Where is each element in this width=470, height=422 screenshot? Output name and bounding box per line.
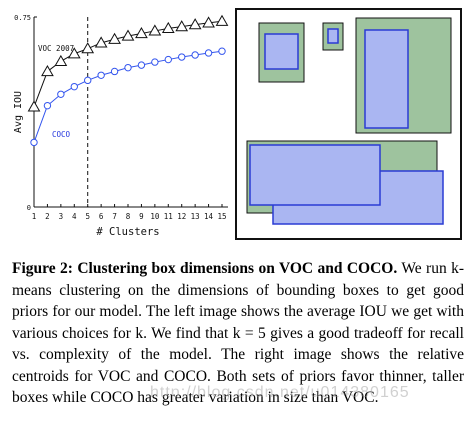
y-tick-label: 0.75: [14, 14, 31, 22]
y-tick-label: 0: [27, 204, 31, 212]
figure-label: Figure 2:: [12, 260, 73, 277]
data-point: [27, 100, 41, 112]
data-point: [108, 32, 121, 44]
data-point: [204, 49, 213, 57]
data-point: [94, 36, 108, 48]
data-point: [178, 53, 186, 61]
data-point: [151, 58, 159, 66]
data-point: [124, 63, 132, 72]
x-tick-label: 9: [139, 212, 144, 221]
data-point: [54, 54, 68, 66]
data-point: [148, 24, 162, 36]
data-point: [188, 18, 202, 30]
data-point: [202, 16, 215, 28]
data-point: [164, 55, 172, 64]
x-tick-label: 8: [126, 212, 131, 221]
data-point: [67, 47, 81, 59]
x-tick-label: 3: [59, 212, 64, 221]
data-point: [161, 21, 175, 34]
x-tick-label: 2: [45, 212, 50, 221]
coco-centroid-box: [327, 28, 339, 44]
data-point: [97, 71, 105, 79]
series-label-coco: COCO: [52, 130, 71, 139]
cluster-centroids-figure: [235, 8, 462, 240]
x-axis-label: # Clusters: [96, 226, 159, 238]
series-voc2007: [27, 14, 229, 112]
x-tick-label: 15: [217, 212, 226, 221]
x-tick-label: 12: [177, 212, 186, 221]
iou-vs-clusters-chart: 00.75 1 2 3 4 5 6 7 8 9 10 11 12 13 14 15 VOC 2007 COC…: [13, 14, 229, 238]
data-point: [70, 82, 78, 91]
x-tick-label: 7: [112, 212, 117, 221]
data-point: [121, 29, 135, 41]
data-point: [84, 76, 92, 85]
data-point: [30, 138, 38, 147]
x-tick-label: 10: [150, 212, 160, 221]
series-coco: [30, 47, 226, 147]
x-tick-label: 5: [85, 212, 90, 221]
figure-caption: Figure 2: Clustering box dimensions on V…: [12, 258, 464, 409]
coco-centroid-box: [264, 33, 299, 70]
data-point: [191, 51, 199, 59]
figure-title: Clustering box dimensions on VOC and COC…: [77, 260, 398, 277]
data-point: [215, 14, 229, 26]
data-point: [175, 20, 189, 32]
x-tick-label: 4: [72, 212, 77, 221]
data-point: [41, 64, 54, 77]
data-point: [218, 47, 226, 55]
data-point: [137, 61, 146, 69]
x-tick-label: 11: [164, 212, 173, 221]
data-point: [43, 101, 52, 110]
series-label-voc: VOC 2007: [38, 44, 74, 53]
x-tick-label: 6: [99, 212, 104, 221]
data-point: [135, 26, 148, 39]
coco-centroid-box: [364, 29, 409, 129]
y-axis-label: Avg IOU: [13, 91, 24, 133]
x-tick-label: 1: [32, 212, 37, 221]
data-point: [57, 90, 65, 98]
figure-caption-body: We run k-means clustering on the dimensi…: [12, 260, 465, 406]
x-tick-label: 13: [191, 212, 200, 221]
x-ticks: 1 2 3 4 5 6 7 8 9 10 11 12 13 14 15: [32, 204, 227, 221]
data-point: [81, 42, 95, 54]
coco-centroid-box: [249, 144, 381, 206]
data-point: [110, 67, 119, 76]
x-tick-label: 14: [204, 212, 214, 221]
